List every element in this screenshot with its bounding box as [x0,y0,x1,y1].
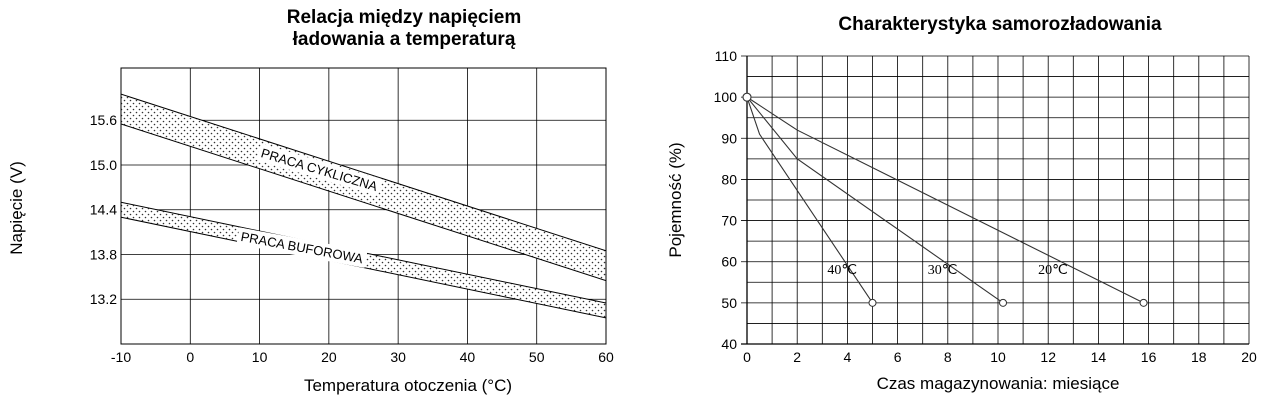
left-x-tick-label: 20 [321,349,337,365]
right-y-tick-label: 70 [721,213,737,229]
right-x-tick-label: 4 [844,349,852,365]
right-x-tick-label: 6 [894,349,902,365]
left-y-tick-label: 13.2 [90,291,117,307]
right-y-tick-label: 40 [721,336,737,352]
right-chart-title: Charakterystyka samorozładowania [838,14,1162,35]
right-y-tick-label: 80 [721,171,737,187]
right-y-tick-label: 100 [714,89,738,105]
right-x-tick-label: 8 [944,349,952,365]
self-discharge-chart: Charakterystyka samorozładowania 0 2 4 6 8 10… [666,14,1257,393]
right-chart-y-axis-label: Pojemność (%) [666,142,685,257]
discharge-end-point [999,298,1008,307]
band-label-praca-buforowa-backing [236,227,368,268]
right-x-tick-label: 16 [1141,349,1157,365]
left-x-tick-label: -10 [111,349,131,365]
right-y-tick-label: 60 [721,254,737,270]
right-y-tick-label: 90 [721,130,737,146]
right-y-tick-label: 110 [715,48,738,64]
left-x-tick-label: 50 [529,349,545,365]
discharge-line-40c [746,96,873,304]
right-chart-ticks: 0 2 4 6 8 10 12 14 16 18 20 110 100 90 80 70 60 50 40 [714,48,1257,365]
left-chart-title-line-1: Relacja między napięciem [287,7,521,28]
left-x-tick-label: 10 [252,349,268,365]
right-x-tick-label: 10 [990,349,1006,365]
left-chart-x-axis-label: Temperatura otoczenia (°C) [304,376,512,395]
right-chart-series-labels: 40℃ 30℃ 20℃ [827,263,1068,278]
left-chart-bands [121,93,606,319]
band-upper-edge [121,93,606,252]
series-label-20c: 20℃ [1038,263,1068,278]
left-x-tick-label: 30 [390,349,406,365]
left-x-tick-label: 60 [598,349,614,365]
right-x-tick-label: 2 [793,349,801,365]
left-y-tick-label: 15.6 [90,112,117,128]
left-chart-title-line-2: ładowania a temperaturą [293,29,516,50]
voltage-temperature-chart: Relacja między napięciem ładowania a tem… [7,7,614,395]
right-x-tick-label: 0 [743,349,751,365]
left-y-tick-label: 15.0 [90,157,117,173]
left-chart-frame [120,67,607,345]
discharge-line-30c [746,96,1004,304]
discharge-end-point [1139,298,1148,307]
left-chart-ticks: -10 0 10 20 30 40 50 60 15.6 15.0 14.4 13.8 13.2 [90,112,614,365]
discharge-line-20c [746,96,1144,304]
right-x-tick-label: 12 [1040,349,1056,365]
left-chart-y-axis-label: Napięcie (V) [7,161,26,255]
right-x-tick-label: 14 [1091,349,1107,365]
right-x-tick-label: 20 [1241,349,1257,365]
right-chart-series [742,92,1148,307]
right-y-tick-label: 50 [721,295,737,311]
right-x-tick-label: 18 [1191,349,1207,365]
discharge-start-point [742,92,752,102]
discharge-end-point [868,298,877,307]
left-y-tick-label: 13.8 [90,246,117,262]
series-label-40c: 40℃ [827,263,857,278]
left-x-tick-label: 0 [186,349,194,365]
left-x-tick-label: 40 [460,349,476,365]
band-lower-edge [121,123,606,282]
band-label-praca-cykliczna-backing [256,143,383,196]
right-chart-grid [741,55,1250,345]
series-label-30c: 30℃ [928,263,958,278]
left-y-tick-label: 14.4 [90,202,117,218]
right-chart-x-axis-label: Czas magazynowania: miesiące [877,374,1120,393]
